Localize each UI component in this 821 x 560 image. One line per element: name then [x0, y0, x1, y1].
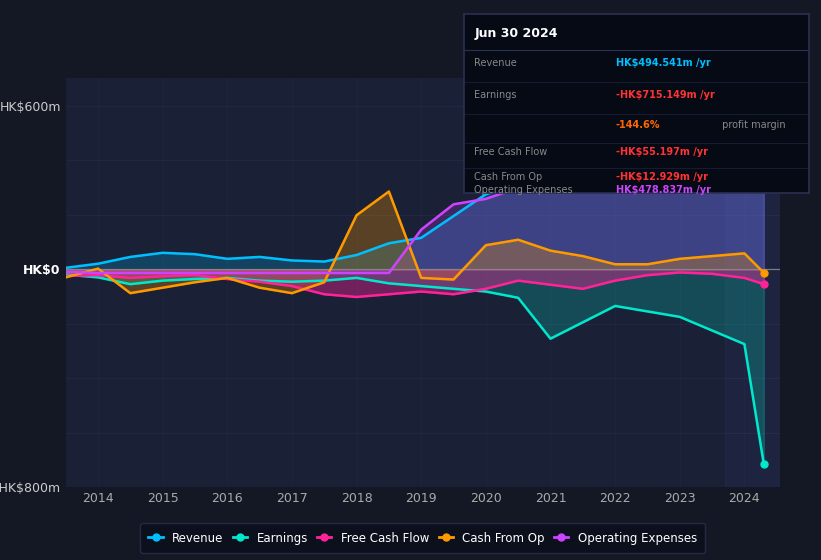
Text: Cash From Op: Cash From Op — [475, 172, 543, 182]
Text: Earnings: Earnings — [475, 90, 516, 100]
Text: -HK$715.149m /yr: -HK$715.149m /yr — [616, 90, 714, 100]
Text: -144.6%: -144.6% — [616, 120, 660, 130]
Text: Operating Expenses: Operating Expenses — [475, 185, 573, 195]
Text: Jun 30 2024: Jun 30 2024 — [475, 26, 557, 40]
Text: Free Cash Flow: Free Cash Flow — [475, 147, 548, 157]
Bar — [725, 78, 780, 487]
Text: -HK$12.929m /yr: -HK$12.929m /yr — [616, 172, 708, 182]
Text: -HK$55.197m /yr: -HK$55.197m /yr — [616, 147, 708, 157]
Text: profit margin: profit margin — [719, 120, 786, 130]
Text: Revenue: Revenue — [475, 58, 517, 68]
Legend: Revenue, Earnings, Free Cash Flow, Cash From Op, Operating Expenses: Revenue, Earnings, Free Cash Flow, Cash … — [140, 523, 705, 553]
Text: HK$494.541m /yr: HK$494.541m /yr — [616, 58, 710, 68]
Text: HK$478.837m /yr: HK$478.837m /yr — [616, 185, 711, 195]
